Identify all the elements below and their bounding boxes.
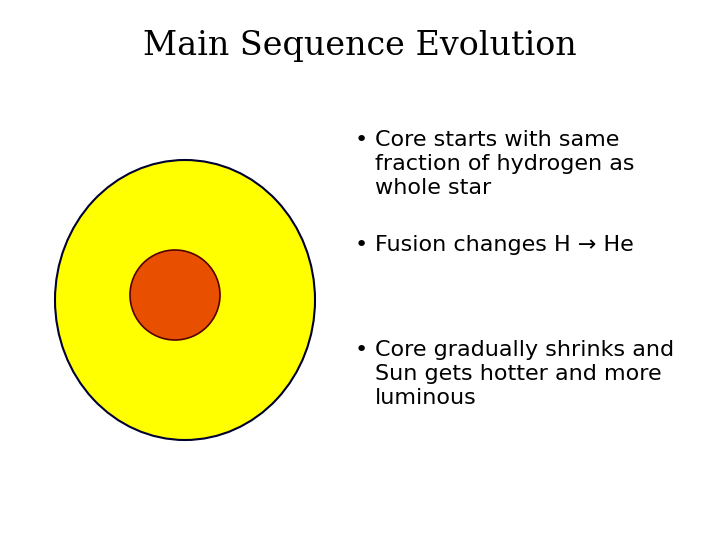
Ellipse shape — [130, 250, 220, 340]
Text: •: • — [355, 130, 368, 150]
Text: •: • — [355, 340, 368, 360]
Text: Core gradually shrinks and
Sun gets hotter and more
luminous: Core gradually shrinks and Sun gets hott… — [375, 340, 674, 408]
Ellipse shape — [55, 160, 315, 440]
Text: •: • — [355, 235, 368, 255]
Text: Fusion changes H → He: Fusion changes H → He — [375, 235, 634, 255]
Text: Main Sequence Evolution: Main Sequence Evolution — [143, 30, 577, 62]
Text: Core starts with same
fraction of hydrogen as
whole star: Core starts with same fraction of hydrog… — [375, 130, 634, 198]
